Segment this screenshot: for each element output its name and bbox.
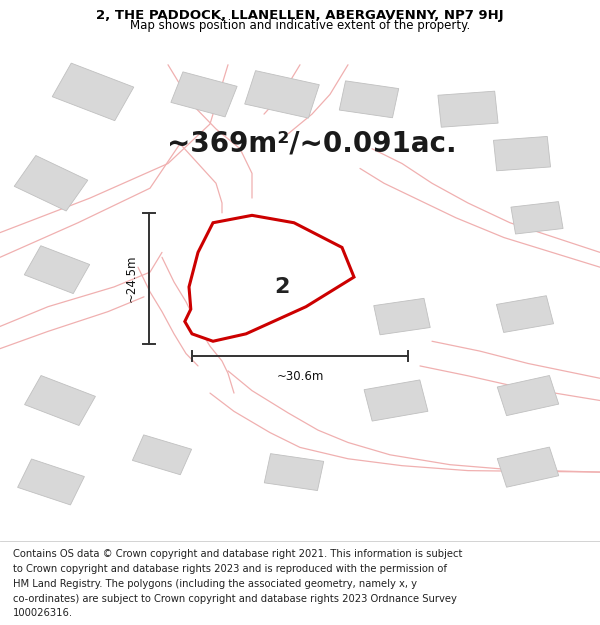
Text: Map shows position and indicative extent of the property.: Map shows position and indicative extent…	[130, 19, 470, 32]
Polygon shape	[497, 447, 559, 488]
Polygon shape	[339, 81, 399, 118]
Text: ~369m²/~0.091ac.: ~369m²/~0.091ac.	[167, 130, 457, 158]
Text: ~24.5m: ~24.5m	[125, 254, 138, 302]
Text: HM Land Registry. The polygons (including the associated geometry, namely x, y: HM Land Registry. The polygons (includin…	[13, 579, 417, 589]
Polygon shape	[17, 459, 85, 505]
Polygon shape	[496, 296, 554, 333]
Polygon shape	[497, 376, 559, 416]
Text: 2, THE PADDOCK, LLANELLEN, ABERGAVENNY, NP7 9HJ: 2, THE PADDOCK, LLANELLEN, ABERGAVENNY, …	[96, 9, 504, 22]
Polygon shape	[493, 136, 551, 171]
Polygon shape	[171, 72, 237, 117]
Polygon shape	[364, 380, 428, 421]
Text: to Crown copyright and database rights 2023 and is reproduced with the permissio: to Crown copyright and database rights 2…	[13, 564, 447, 574]
Polygon shape	[24, 246, 90, 294]
Polygon shape	[185, 216, 354, 341]
Text: Contains OS data © Crown copyright and database right 2021. This information is : Contains OS data © Crown copyright and d…	[13, 549, 463, 559]
Text: 100026316.: 100026316.	[13, 609, 73, 619]
Polygon shape	[438, 91, 498, 128]
Polygon shape	[52, 63, 134, 121]
Text: 2: 2	[274, 277, 290, 297]
Polygon shape	[264, 454, 324, 491]
Polygon shape	[25, 376, 95, 426]
Polygon shape	[133, 435, 191, 475]
Text: The Paddock: The Paddock	[196, 224, 254, 281]
Polygon shape	[207, 244, 279, 300]
Text: ~30.6m: ~30.6m	[277, 370, 323, 383]
Polygon shape	[511, 202, 563, 234]
Text: co-ordinates) are subject to Crown copyright and database rights 2023 Ordnance S: co-ordinates) are subject to Crown copyr…	[13, 594, 457, 604]
Polygon shape	[14, 156, 88, 211]
Polygon shape	[245, 71, 319, 118]
Polygon shape	[374, 298, 430, 335]
